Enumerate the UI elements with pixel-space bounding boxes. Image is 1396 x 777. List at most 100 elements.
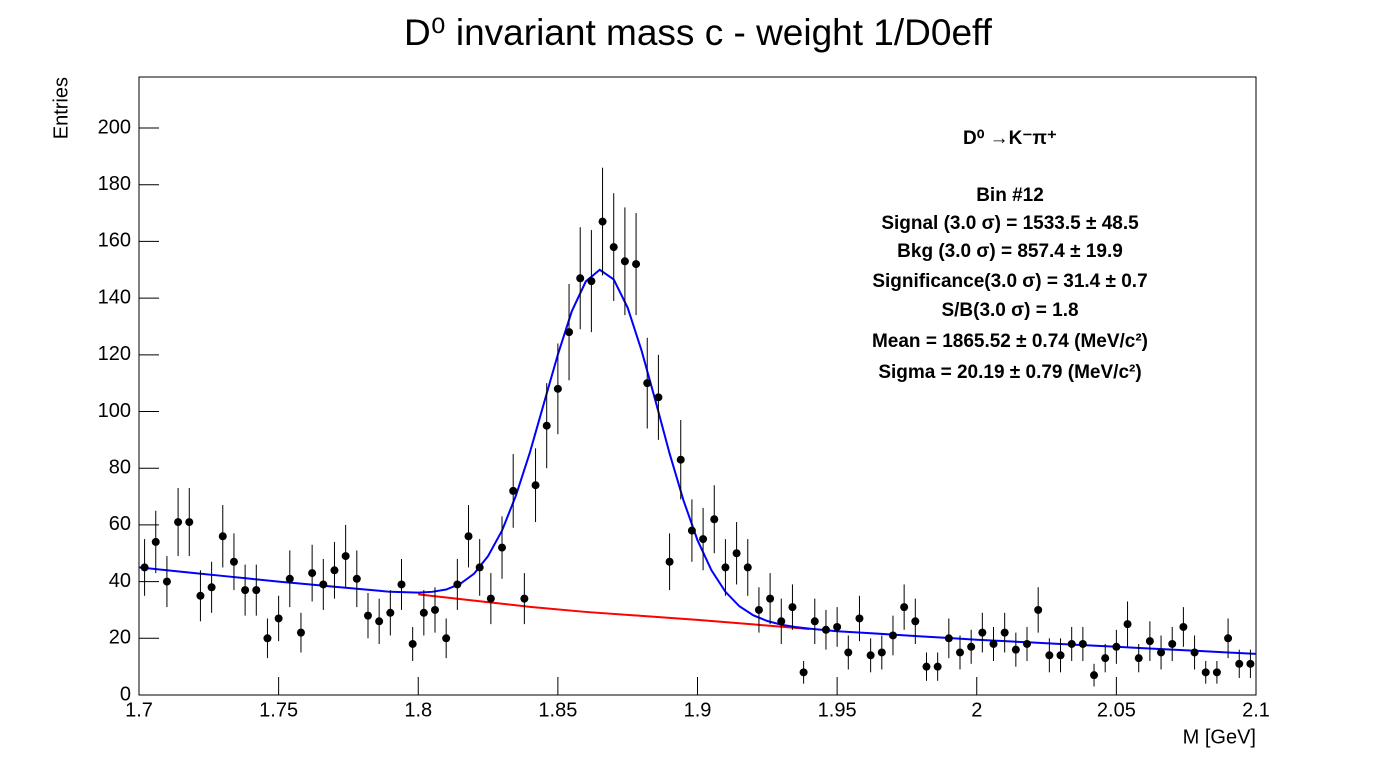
data-point — [1246, 659, 1255, 668]
data-point — [341, 552, 350, 561]
data-point — [408, 639, 417, 648]
data-point — [553, 384, 562, 393]
data-point — [665, 557, 674, 566]
data-point — [877, 648, 886, 657]
data-point — [1034, 605, 1043, 614]
data-point — [1023, 639, 1032, 648]
data-point — [486, 594, 495, 603]
y-tick-label: 100 — [98, 400, 131, 422]
data-point — [788, 603, 797, 612]
y-tick-label: 120 — [98, 343, 131, 365]
data-point — [151, 537, 160, 546]
data-point — [162, 577, 171, 586]
data-point — [699, 535, 708, 544]
data-point — [174, 518, 183, 527]
data-point — [218, 532, 227, 541]
data-point — [1235, 659, 1244, 668]
data-point — [308, 569, 317, 578]
stats-annotation: Mean = 1865.52 ± 0.74 (MeV/c²) — [872, 331, 1148, 352]
x-tick-label: 2.1 — [1242, 699, 1270, 721]
stats-annotation: Significance(3.0 σ) = 31.4 ± 0.7 — [872, 271, 1147, 292]
data-point — [431, 605, 440, 614]
x-tick-label: 1.85 — [538, 699, 577, 721]
data-point — [1011, 645, 1020, 654]
data-point — [989, 639, 998, 648]
data-point — [386, 608, 395, 617]
y-tick-label: 200 — [98, 116, 131, 138]
data-point — [531, 481, 540, 490]
data-point — [185, 518, 194, 527]
data-point — [732, 549, 741, 558]
data-point — [1212, 668, 1221, 677]
data-point — [1123, 620, 1132, 629]
data-point — [363, 611, 372, 620]
data-point — [911, 617, 920, 626]
data-point — [397, 580, 406, 589]
data-point — [520, 594, 529, 603]
data-point — [207, 583, 216, 592]
data-point — [833, 622, 842, 631]
data-point — [565, 328, 574, 337]
data-point — [475, 563, 484, 572]
data-point — [140, 563, 149, 572]
data-point — [844, 648, 853, 657]
data-point — [1101, 654, 1110, 663]
data-point — [620, 257, 629, 266]
x-tick-label: 1.75 — [259, 699, 298, 721]
x-tick-label: 1.95 — [818, 699, 857, 721]
data-point — [944, 634, 953, 643]
x-axis-label: M [GeV] — [1183, 726, 1256, 748]
data-point — [263, 634, 272, 643]
x-tick-label: 2 — [971, 699, 982, 721]
y-tick-label: 60 — [109, 513, 131, 535]
data-point — [1045, 651, 1054, 660]
y-tick-label: 80 — [109, 456, 131, 478]
x-tick-label: 1.9 — [684, 699, 712, 721]
data-point — [498, 543, 507, 552]
data-point — [643, 379, 652, 388]
data-point — [274, 614, 283, 623]
data-point — [1112, 642, 1121, 651]
data-point — [509, 486, 518, 495]
data-point — [464, 532, 473, 541]
stats-annotation: Bkg (3.0 σ) = 857.4 ± 19.9 — [897, 241, 1123, 262]
data-point — [978, 628, 987, 637]
data-point — [754, 605, 763, 614]
data-point — [654, 393, 663, 402]
data-point — [1179, 622, 1188, 631]
data-point — [687, 526, 696, 535]
data-point — [721, 563, 730, 572]
data-point — [1000, 628, 1009, 637]
x-tick-label: 1.8 — [404, 699, 432, 721]
chart-title: D⁰ invariant mass c - weight 1/D0eff — [404, 12, 993, 53]
stats-annotation: Bin #12 — [976, 185, 1044, 206]
data-point — [1145, 637, 1154, 646]
stats-annotation: Sigma = 20.19 ± 0.79 (MeV/c²) — [878, 362, 1141, 383]
data-point — [1190, 648, 1199, 657]
y-tick-label: 160 — [98, 230, 131, 252]
stats-annotation: D⁰ →K⁻π⁺ — [963, 128, 1057, 149]
y-axis-label: Entries — [50, 77, 72, 139]
data-point — [229, 557, 238, 566]
data-point — [375, 617, 384, 626]
data-point — [587, 277, 596, 286]
background-fit-curve — [418, 593, 810, 630]
data-point — [241, 586, 250, 595]
data-point — [922, 662, 931, 671]
data-point — [1090, 671, 1099, 680]
data-point — [821, 625, 830, 634]
data-point — [967, 642, 976, 651]
data-point — [1056, 651, 1065, 660]
data-point — [252, 586, 261, 595]
data-point — [676, 455, 685, 464]
data-point — [710, 515, 719, 524]
data-point — [542, 421, 551, 430]
x-tick-label: 2.05 — [1097, 699, 1136, 721]
data-point — [609, 243, 618, 252]
data-point — [196, 591, 205, 600]
data-point — [810, 617, 819, 626]
data-point — [296, 628, 305, 637]
